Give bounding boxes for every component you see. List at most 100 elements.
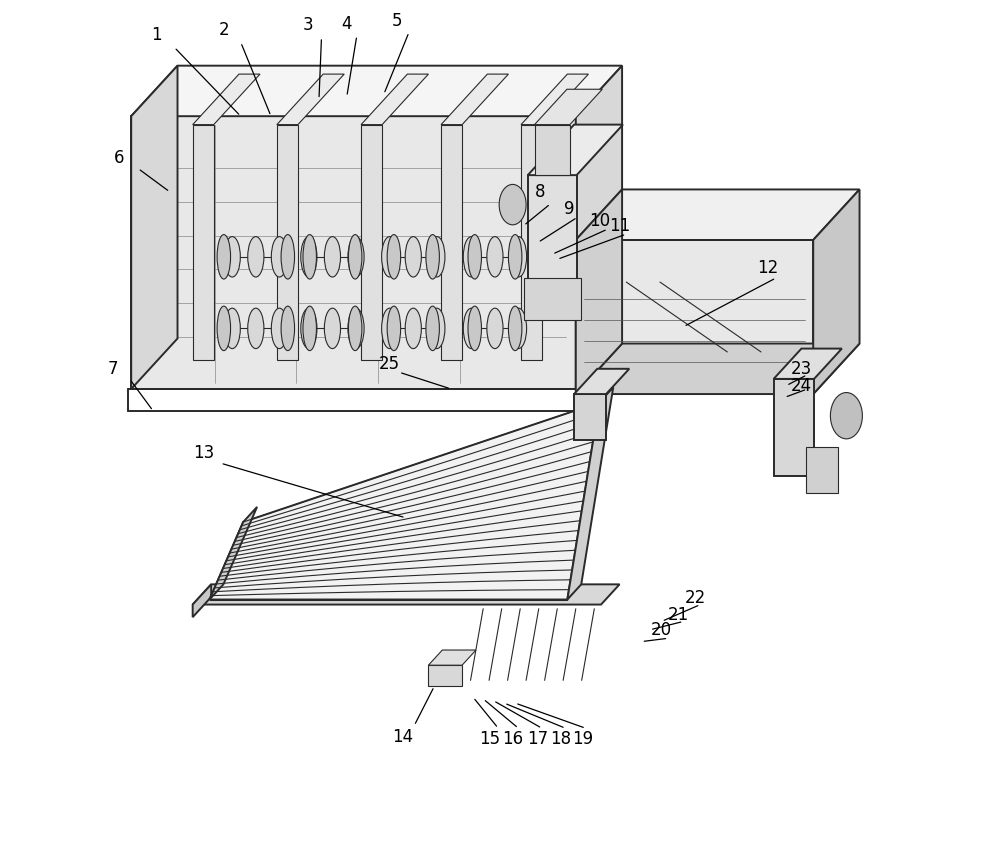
Ellipse shape [426,306,439,350]
Polygon shape [210,507,257,600]
Text: 18: 18 [550,730,571,749]
Polygon shape [441,125,462,360]
Ellipse shape [468,306,481,350]
Ellipse shape [426,235,439,279]
Ellipse shape [324,308,341,349]
Polygon shape [277,125,298,360]
Ellipse shape [224,308,240,349]
Ellipse shape [217,235,231,279]
Text: 5: 5 [392,12,403,30]
Text: 17: 17 [527,730,548,749]
Text: 23: 23 [791,360,812,378]
Polygon shape [131,116,576,389]
Text: 24: 24 [791,376,812,395]
Ellipse shape [303,235,316,279]
Ellipse shape [301,237,317,277]
Text: 11: 11 [609,216,630,235]
Ellipse shape [248,237,264,277]
Text: 8: 8 [535,183,546,201]
Polygon shape [277,74,344,125]
Polygon shape [535,125,570,175]
Ellipse shape [487,237,503,277]
Ellipse shape [348,306,362,350]
Ellipse shape [499,184,526,225]
Polygon shape [576,66,622,389]
Polygon shape [524,278,581,320]
Polygon shape [361,125,382,360]
Polygon shape [131,66,178,389]
Polygon shape [567,387,613,600]
Ellipse shape [281,235,295,279]
Text: 21: 21 [668,605,689,624]
Ellipse shape [382,308,398,349]
Polygon shape [193,125,214,360]
Polygon shape [441,74,508,125]
Ellipse shape [463,308,479,349]
Text: 13: 13 [193,444,214,462]
Text: 15: 15 [479,730,500,749]
Polygon shape [576,240,813,394]
Polygon shape [576,189,860,240]
Text: 3: 3 [303,16,313,35]
Ellipse shape [217,306,231,350]
Ellipse shape [348,237,364,277]
Text: 6: 6 [114,149,125,168]
Text: 4: 4 [342,14,352,33]
Ellipse shape [405,237,421,277]
Polygon shape [521,74,588,125]
Ellipse shape [468,235,481,279]
Polygon shape [361,74,428,125]
Ellipse shape [301,308,317,349]
Ellipse shape [324,237,341,277]
Text: 20: 20 [651,621,672,639]
Polygon shape [574,394,606,440]
Ellipse shape [405,308,421,349]
Polygon shape [131,66,622,116]
Polygon shape [193,74,260,125]
Polygon shape [210,402,599,600]
Ellipse shape [508,306,522,350]
Polygon shape [806,446,838,493]
Polygon shape [774,349,842,379]
Text: 16: 16 [502,730,523,749]
Text: 2: 2 [219,21,229,40]
Text: 9: 9 [564,200,574,218]
Text: 7: 7 [107,360,118,378]
Text: 1: 1 [151,26,162,45]
Ellipse shape [281,306,295,350]
Polygon shape [193,584,211,617]
Ellipse shape [508,235,522,279]
Ellipse shape [510,237,527,277]
Ellipse shape [303,306,316,350]
Ellipse shape [348,235,362,279]
Ellipse shape [348,308,364,349]
Polygon shape [193,584,620,605]
Ellipse shape [510,308,527,349]
Text: 25: 25 [378,354,399,373]
Ellipse shape [382,237,398,277]
Polygon shape [813,189,860,394]
Ellipse shape [387,306,401,350]
Ellipse shape [224,237,240,277]
Polygon shape [428,650,476,665]
Text: 10: 10 [589,211,610,230]
Polygon shape [774,379,814,476]
Ellipse shape [271,237,287,277]
Ellipse shape [487,308,503,349]
Polygon shape [521,125,542,360]
Ellipse shape [248,308,264,349]
Text: 12: 12 [757,258,778,277]
Ellipse shape [387,235,401,279]
Polygon shape [576,344,860,394]
Polygon shape [528,175,577,320]
Ellipse shape [830,392,862,439]
Polygon shape [535,89,602,125]
Ellipse shape [429,237,445,277]
Text: 22: 22 [685,589,706,607]
Polygon shape [131,338,622,389]
Text: 14: 14 [393,727,414,746]
Ellipse shape [463,237,479,277]
Polygon shape [574,369,629,394]
Ellipse shape [429,308,445,349]
Polygon shape [528,125,623,175]
